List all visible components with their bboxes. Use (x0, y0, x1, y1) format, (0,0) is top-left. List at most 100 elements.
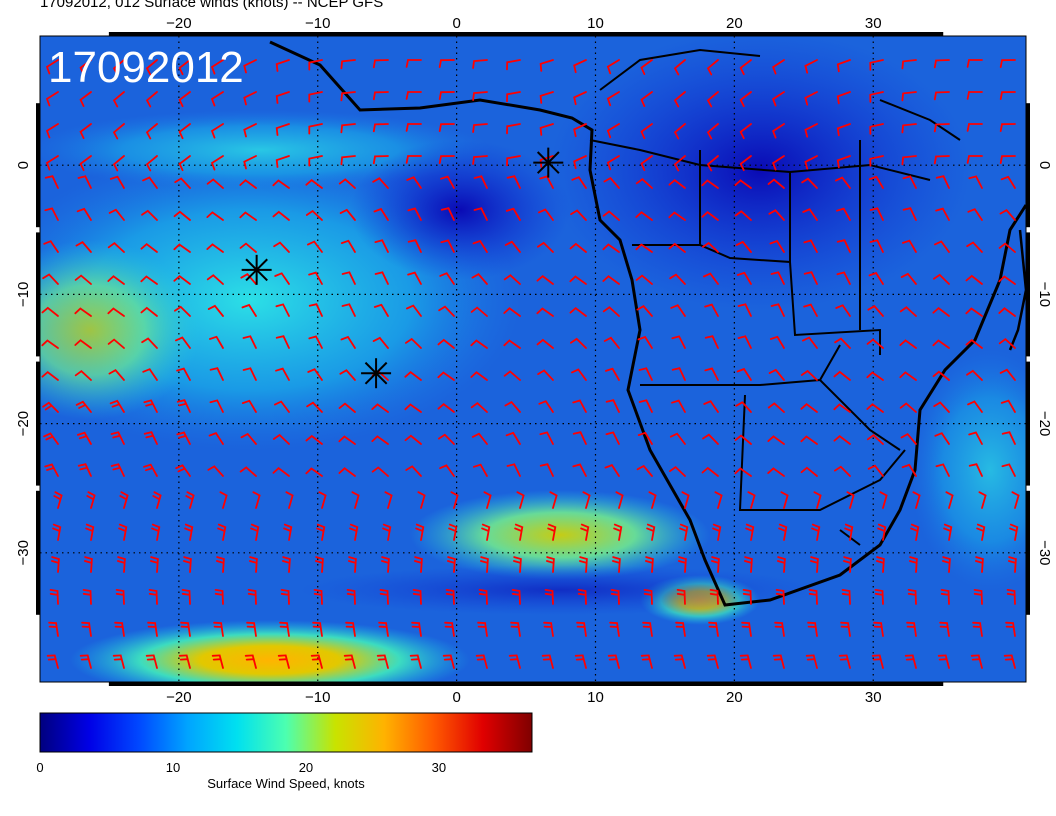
wind-barb (243, 91, 257, 106)
wind-barb (871, 654, 884, 669)
wind-barb (439, 464, 455, 477)
wind-barb (770, 271, 785, 285)
lon-tick-label-top: 20 (726, 15, 743, 32)
lon-tick-bar-bottom (386, 682, 527, 686)
wind-barb (406, 304, 422, 317)
colorbar-tick-label: 30 (432, 760, 446, 775)
wind-barb (406, 176, 422, 189)
wind-barb (249, 556, 258, 573)
wind-barb (338, 467, 356, 477)
wind-barb (834, 465, 851, 477)
wind-barb (877, 523, 887, 541)
wind-barb (119, 491, 129, 509)
wind-barb (576, 621, 587, 637)
wind-barb (374, 271, 389, 285)
wind-barb (310, 654, 323, 669)
wind-barb (178, 123, 191, 140)
wind-barb (739, 155, 752, 172)
wind-barb (472, 91, 488, 101)
wind-barb (209, 367, 224, 381)
wind-barb (275, 155, 290, 168)
wind-barb (934, 240, 950, 253)
wind-barb (145, 654, 158, 669)
lon-tick-label-top: −20 (166, 15, 191, 32)
wind-barb (739, 123, 752, 140)
wind-barb (75, 241, 92, 253)
wind-barb (736, 271, 752, 285)
wind-barb (968, 463, 983, 477)
wind-barb (868, 175, 884, 189)
wind-barb (901, 91, 917, 102)
wind-barb (771, 91, 785, 107)
wind-barb (574, 654, 587, 669)
wind-barb (473, 463, 488, 477)
wind-barb (148, 589, 158, 605)
wind-barb (49, 589, 59, 605)
wind-barb (933, 401, 950, 413)
wind-barb (744, 556, 753, 573)
wind-barb (702, 433, 719, 445)
wind-barb (378, 621, 389, 637)
wind-barb (141, 209, 158, 221)
wind-barb (943, 523, 953, 541)
wind-barb (734, 179, 752, 189)
wind-barb (174, 177, 191, 189)
wind-barb (998, 242, 1016, 253)
wind-barb (739, 654, 752, 669)
colorbar (39, 712, 533, 753)
wind-barb (206, 274, 224, 285)
wind-barb (735, 401, 752, 413)
wind-barb (147, 621, 158, 637)
wind-barb (312, 621, 323, 637)
wind-barb (706, 123, 719, 140)
wind-barb (275, 303, 290, 317)
wind-barb (804, 155, 818, 170)
wind-barb (673, 91, 686, 108)
wind-barb (933, 91, 950, 101)
wind-barb (606, 91, 620, 107)
wind-barb (901, 155, 917, 166)
wind-barb (966, 241, 983, 253)
wind-barb (846, 491, 855, 509)
wind-barb (243, 123, 257, 138)
wind-barb (636, 305, 653, 317)
wind-barb (372, 59, 389, 69)
wind-barb (173, 243, 191, 253)
wind-barb (968, 175, 983, 189)
wind-barb (306, 401, 323, 413)
wind-barb (513, 556, 522, 573)
wind-barb (109, 175, 125, 189)
wind-barb (447, 556, 456, 573)
wind-barb (867, 464, 884, 477)
wind-barb (669, 432, 686, 445)
wind-barb (940, 589, 950, 605)
wind-barb (836, 207, 851, 221)
wind-barb (579, 556, 588, 573)
lat-tick-bar-left (36, 490, 40, 615)
wind-barb (970, 654, 983, 669)
wind-barb (932, 370, 950, 381)
lon-tick-label-bottom: 10 (587, 689, 604, 706)
wind-barb (75, 400, 92, 413)
wind-barb (472, 59, 488, 69)
wind-barb (275, 335, 290, 349)
wind-barb (804, 91, 818, 106)
wind-barb (704, 303, 719, 317)
wind-barb (671, 367, 686, 381)
wind-barb (606, 155, 620, 171)
wind-barb (372, 155, 389, 165)
wind-barb (272, 433, 290, 445)
wind-barb (805, 654, 818, 669)
lat-tick-bar-right (1026, 490, 1030, 615)
wind-barb (210, 91, 224, 107)
wind-barb (841, 589, 851, 605)
wind-barb (74, 339, 92, 349)
wind-barb (84, 556, 93, 573)
wind-barb (901, 123, 917, 134)
wind-barb (539, 123, 554, 136)
wind-barb (471, 432, 488, 445)
wind-barb (538, 208, 554, 221)
wind-barb (510, 621, 521, 637)
lon-tick-label-bottom: 30 (865, 689, 882, 706)
wind-barb (770, 303, 785, 317)
